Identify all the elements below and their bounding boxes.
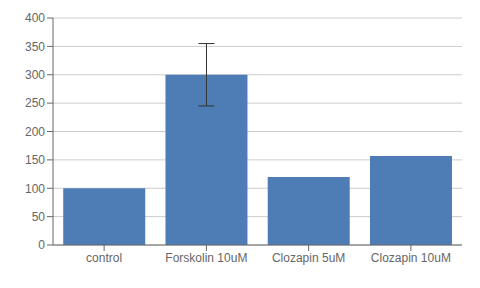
svg-text:50: 50 [32, 210, 46, 224]
svg-text:250: 250 [25, 96, 45, 110]
svg-text:0: 0 [38, 238, 45, 252]
svg-text:350: 350 [25, 40, 45, 54]
svg-text:200: 200 [25, 125, 45, 139]
svg-text:150: 150 [25, 153, 45, 167]
svg-text:Clozapin 10uM: Clozapin 10uM [371, 251, 451, 265]
svg-text:100: 100 [25, 182, 45, 196]
svg-text:400: 400 [25, 11, 45, 25]
svg-text:Clozapin 5uM: Clozapin 5uM [272, 251, 345, 265]
svg-text:Forskolin 10uM: Forskolin 10uM [165, 251, 247, 265]
svg-text:300: 300 [25, 68, 45, 82]
svg-text:control: control [86, 251, 122, 265]
